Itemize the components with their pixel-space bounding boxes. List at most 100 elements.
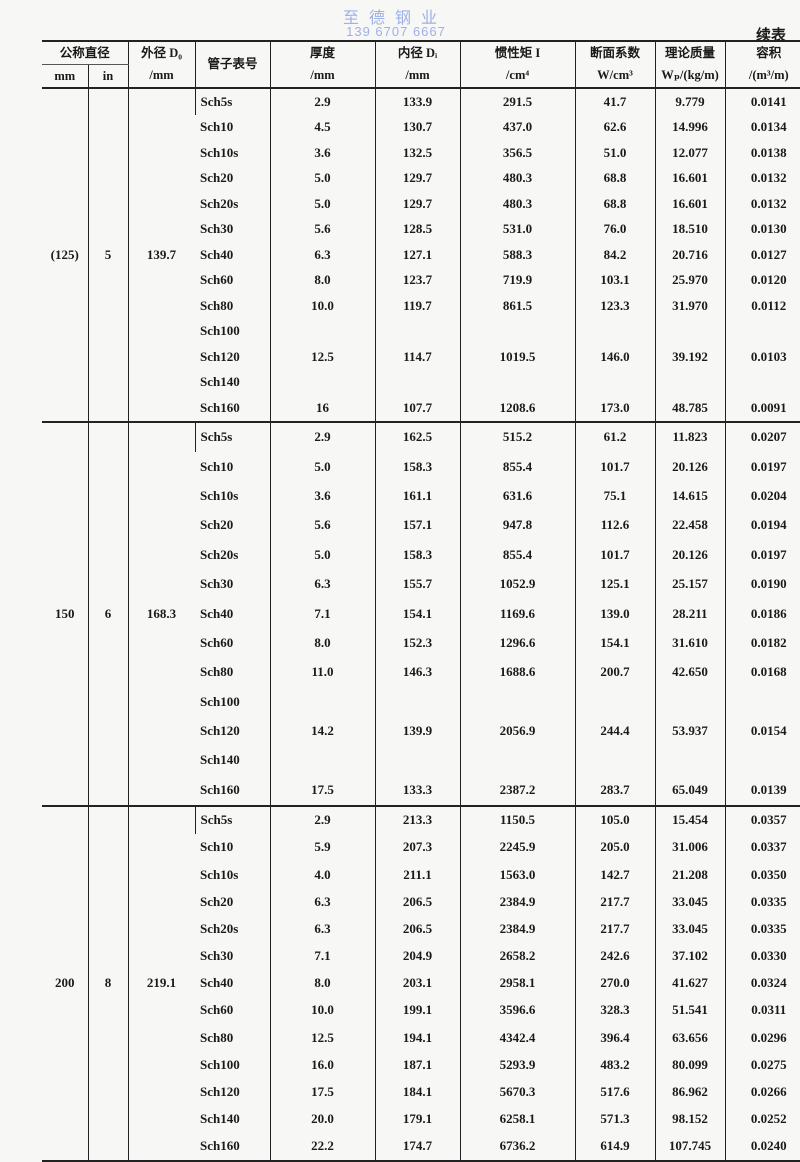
volume-cell: 0.0324 [724, 969, 800, 997]
section-modulus-cell: 68.8 [574, 191, 656, 217]
thickness-cell: 2.9 [269, 421, 376, 452]
inner-diameter-cell: 206.5 [374, 888, 461, 916]
inner-diameter-cell: 114.7 [374, 344, 461, 370]
volume-cell: 0.0127 [724, 242, 800, 268]
thickness-cell: 14.2 [269, 716, 376, 746]
mass-cell: 31.970 [654, 293, 726, 319]
inner-diameter-cell: 158.3 [374, 451, 461, 482]
mass-cell: 16.601 [654, 165, 726, 191]
inertia-cell: 2384.9 [459, 888, 576, 916]
volume-cell: 0.0350 [724, 860, 800, 889]
table-row: Sch140 [42, 369, 800, 395]
inertia-cell: 855.4 [459, 451, 576, 482]
inner-diameter-cell: 206.5 [374, 915, 461, 943]
table-row: Sch140 20.0 179.1 6258.1 571.3 98.152 0.0252 [42, 1105, 800, 1133]
inertia-cell: 5293.9 [459, 1051, 576, 1079]
thickness-cell: 4.5 [269, 114, 376, 140]
schedule-cell: Sch10 [200, 839, 234, 855]
mass-cell: 20.716 [654, 242, 726, 268]
thickness-cell: 11.0 [269, 657, 376, 688]
section-modulus-cell [574, 369, 656, 395]
section-modulus-cell: 173.0 [574, 395, 656, 422]
schedule-cell: Sch140 [200, 1111, 240, 1127]
inertia-cell: 2658.2 [459, 942, 576, 970]
mass-cell: 9.779 [654, 88, 726, 115]
section-modulus-cell: 101.7 [574, 540, 656, 570]
table-row: 200 8 219.1 Sch5s 2.9 213.3 1150.5 105.0 15.454 0… [42, 805, 800, 1162]
schedule-cell: Sch10 [200, 458, 234, 474]
table-row: Sch10s 4.0 211.1 1563.0 142.7 21.208 0.0350 [42, 860, 800, 889]
section-modulus-cell: 123.3 [574, 293, 656, 319]
table-row: Sch60 8.0 152.3 1296.6 154.1 31.610 0.0182 [42, 628, 800, 658]
mass-cell: 18.510 [654, 216, 726, 242]
volume-cell: 0.0330 [724, 942, 800, 970]
schedule-cell: Sch120 [200, 723, 240, 739]
table-row: Sch60 8.0 123.7 719.9 103.1 25.970 0.0120 [42, 267, 800, 293]
section-modulus-cell: 205.0 [574, 833, 656, 861]
volume-cell: 0.0141 [724, 88, 800, 115]
inner-diameter-cell: 157.1 [374, 510, 461, 541]
mass-cell: 42.650 [654, 657, 726, 688]
mass-cell: 39.192 [654, 344, 726, 370]
inner-diameter-cell: 128.5 [374, 216, 461, 242]
schedule-cell: Sch20s [200, 920, 239, 936]
table-row: Sch100 [42, 318, 800, 344]
header-nominal: 公称直径 [42, 40, 129, 65]
volume-cell: 0.0197 [724, 451, 800, 482]
inner-diameter-cell [374, 745, 461, 776]
section-modulus-cell: 244.4 [574, 716, 656, 746]
size-group: 200 8 219.1 Sch5s 2.9 213.3 1150.5 105.0 15.454 0… [42, 805, 800, 1162]
section-modulus-cell: 242.6 [574, 942, 656, 970]
nominal-mm-cell: 150 [55, 605, 75, 621]
volume-cell [724, 318, 800, 344]
mass-cell: 20.126 [654, 451, 726, 482]
thickness-cell: 12.5 [269, 344, 376, 370]
table-row: Sch40 7.1 154.1 1169.6 139.0 28.211 0.0186 [42, 598, 800, 629]
volume-cell: 0.0197 [724, 540, 800, 570]
section-modulus-cell: 517.6 [574, 1078, 656, 1106]
inertia-cell: 5670.3 [459, 1078, 576, 1106]
header-id: 内径 Dᵢ [374, 40, 461, 65]
header-mm: mm [42, 64, 88, 89]
inertia-cell: 588.3 [459, 242, 576, 268]
inertia-cell: 2245.9 [459, 833, 576, 861]
section-modulus-cell: 283.7 [574, 775, 656, 806]
table-row: Sch120 14.2 139.9 2056.9 244.4 53.937 0.0154 [42, 716, 800, 746]
thickness-cell: 8.0 [269, 628, 376, 658]
inertia-cell: 437.0 [459, 114, 576, 140]
thickness-cell: 5.6 [269, 216, 376, 242]
inner-diameter-cell: 207.3 [374, 833, 461, 861]
section-modulus-cell: 112.6 [574, 510, 656, 541]
mass-cell: 107.745 [654, 1132, 726, 1162]
inertia-cell: 6258.1 [459, 1105, 576, 1133]
thickness-cell: 8.0 [269, 969, 376, 997]
inner-diameter-cell: 132.5 [374, 140, 461, 166]
schedule-cell: Sch30 [200, 948, 234, 964]
volume-cell: 0.0154 [724, 716, 800, 746]
section-modulus-cell: 84.2 [574, 242, 656, 268]
thickness-cell: 22.2 [269, 1132, 376, 1162]
schedule-cell: Sch5s [194, 421, 271, 452]
table-row: Sch100 16.0 187.1 5293.9 483.2 80.099 0.0275 [42, 1051, 800, 1079]
inertia-cell: 531.0 [459, 216, 576, 242]
schedule-cell: Sch20s [200, 546, 239, 562]
table-row: 150 6 168.3 Sch5s 2.9 162.5 515.2 61.2 11.823 0.0… [42, 421, 800, 806]
schedule-cell: Sch5s [194, 88, 271, 115]
volume-cell: 0.0103 [724, 344, 800, 370]
volume-cell: 0.0190 [724, 569, 800, 599]
header-section-unit: W/cm³ [574, 64, 656, 89]
section-modulus-cell: 125.1 [574, 569, 656, 599]
thickness-cell: 3.6 [269, 140, 376, 166]
volume-cell [724, 687, 800, 717]
schedule-cell: Sch10s [200, 487, 239, 503]
volume-cell: 0.0120 [724, 267, 800, 293]
mass-cell: 12.077 [654, 140, 726, 166]
size-group: 150 6 168.3 Sch5s 2.9 162.5 515.2 61.2 11.823 0.0… [42, 421, 800, 806]
inner-diameter-cell: 119.7 [374, 293, 461, 319]
continued-label: 续表 [755, 28, 786, 44]
inertia-cell: 2056.9 [459, 716, 576, 746]
inner-diameter-cell: 187.1 [374, 1051, 461, 1079]
inner-diameter-cell: 129.7 [374, 165, 461, 191]
section-modulus-cell: 142.7 [574, 860, 656, 889]
table-row: Sch100 [42, 687, 800, 717]
